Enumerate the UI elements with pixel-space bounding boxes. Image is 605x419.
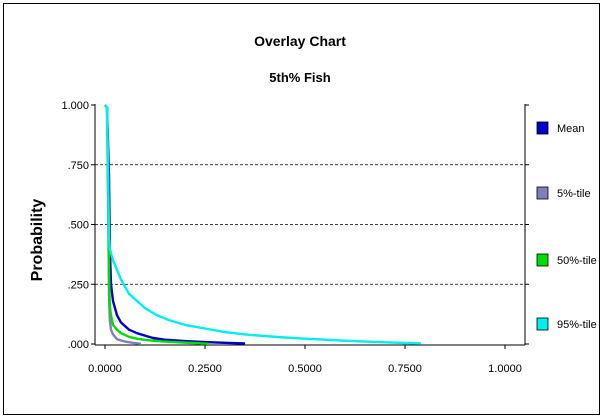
legend-label-3: 50%-tile	[557, 255, 597, 267]
y-axis-label: Probability	[29, 199, 46, 282]
legend-swatch-1	[536, 121, 549, 135]
tick-labels: .000 .250 .500 .750 1.000 0.0000 0.2500 0.5000 0…	[61, 100, 521, 375]
series-lines	[104, 104, 422, 345]
x-tick-label: 0.7500	[388, 363, 422, 375]
y-tick-label: .500	[68, 220, 89, 232]
x-tick-label: 1.0000	[488, 363, 522, 375]
x-tick-label: 0.5000	[288, 363, 322, 375]
legend-label-4: 95%-tile	[557, 319, 597, 331]
x-tick-label: 0.0000	[88, 363, 122, 375]
y-tick-label: 1.000	[61, 100, 89, 112]
y-tick-label: .750	[68, 160, 89, 172]
chart-subtitle: 5th% Fish	[269, 70, 330, 85]
legend-swatch-3	[536, 253, 549, 267]
legend-label-1: Mean	[557, 123, 585, 135]
y-tick-label: .250	[68, 279, 89, 291]
x-tick-label: 0.2500	[188, 363, 222, 375]
chart-frame	[3, 3, 600, 415]
legend-swatch-2	[536, 186, 549, 200]
series-line-4	[104, 104, 422, 345]
legend: Mean 5%-tile 50%-tile 95%-tile	[536, 121, 597, 331]
legend-label-2: 5%-tile	[557, 188, 591, 200]
chart-title: Overlay Chart	[254, 33, 346, 49]
axes	[91, 104, 529, 349]
grid-lines	[95, 164, 525, 285]
y-tick-label: .000	[68, 339, 89, 351]
legend-swatch-4	[536, 317, 549, 331]
